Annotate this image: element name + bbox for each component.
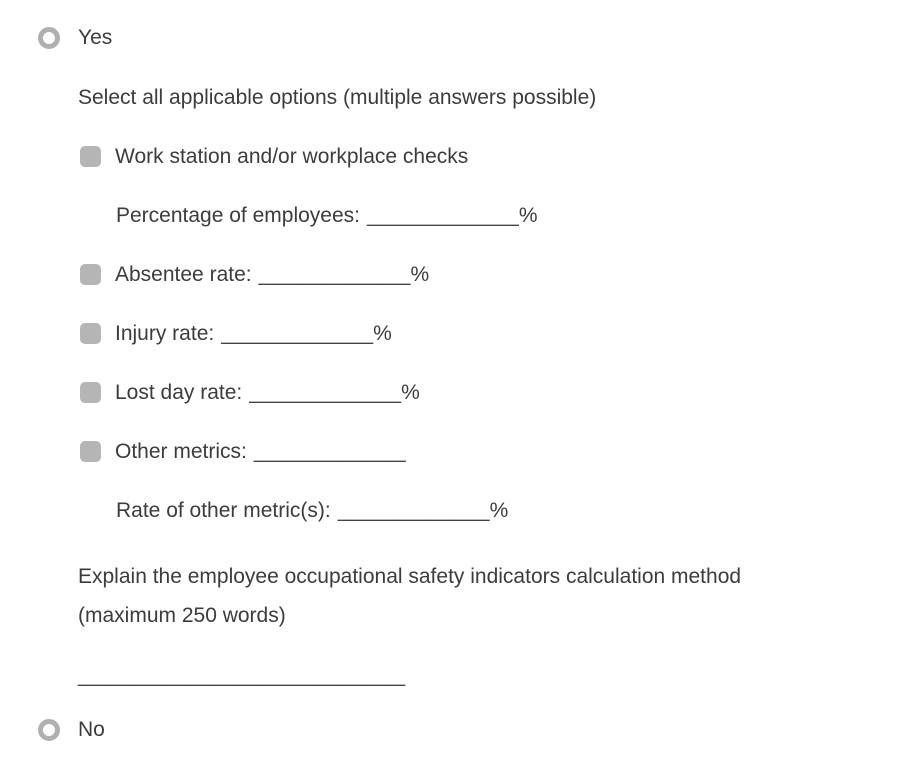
rate-of-other-metrics-blank: _____________ — [337, 499, 490, 522]
percent-sign: % — [373, 322, 392, 345]
percent-sign: % — [489, 499, 509, 522]
checkbox-row-lost-day-rate[interactable]: Lost day rate: _____________% — [80, 380, 906, 405]
absentee-rate-blank: _____________ — [258, 263, 411, 286]
radio-icon[interactable] — [38, 27, 60, 49]
field-row-rate-of-other-metrics: Rate of other metric(s): _____________% — [116, 498, 906, 523]
checkbox-icon[interactable] — [80, 146, 101, 167]
checkbox-icon[interactable] — [80, 441, 101, 462]
explain-answer-blank: ____________________________ — [78, 664, 406, 687]
explain-prompt: Explain the employee occupational safety… — [78, 565, 742, 627]
percent-sign: % — [410, 263, 430, 286]
checkbox-row-injury-rate[interactable]: Injury rate: _____________% — [80, 321, 906, 346]
field-label: Percentage of employees: — [116, 204, 360, 227]
lost-day-rate-blank: _____________ — [249, 381, 402, 404]
percent-sign: % — [518, 204, 538, 227]
field-label: Rate of other metric(s): — [116, 499, 331, 522]
checkbox-label: Injury rate: _____________% — [115, 322, 392, 345]
checkbox-row-absentee-rate[interactable]: Absentee rate: _____________% — [80, 262, 906, 287]
percent-sign: % — [401, 381, 420, 404]
checkbox-label: Lost day rate: _____________% — [115, 381, 420, 404]
checkbox-label: Work station and/or workplace checks — [115, 145, 469, 168]
other-metrics-blank: _____________ — [253, 440, 406, 463]
radio-option-yes-label: Yes — [78, 26, 113, 49]
checkbox-label: Absentee rate: _____________% — [115, 263, 430, 286]
radio-option-yes[interactable]: Yes — [38, 26, 906, 49]
checkbox-label: Other metrics: _____________ — [115, 440, 406, 463]
radio-option-no-label: No — [78, 718, 105, 741]
injury-rate-blank: _____________ — [221, 322, 374, 345]
checkbox-row-workstation-checks[interactable]: Work station and/or workplace checks — [80, 144, 906, 169]
field-row-percentage-of-employees: Percentage of employees: _____________% — [116, 203, 906, 228]
radio-icon[interactable] — [38, 719, 60, 741]
yes-section: Select all applicable options (multiple … — [78, 85, 906, 688]
checkbox-icon[interactable] — [80, 264, 101, 285]
checkbox-icon[interactable] — [80, 323, 101, 344]
select-all-prompt: Select all applicable options (multiple … — [78, 86, 597, 109]
checkbox-row-other-metrics[interactable]: Other metrics: _____________ — [80, 439, 906, 464]
radio-option-no[interactable]: No — [38, 718, 906, 741]
percentage-of-employees-blank: _____________ — [366, 204, 519, 227]
checkbox-icon[interactable] — [80, 382, 101, 403]
